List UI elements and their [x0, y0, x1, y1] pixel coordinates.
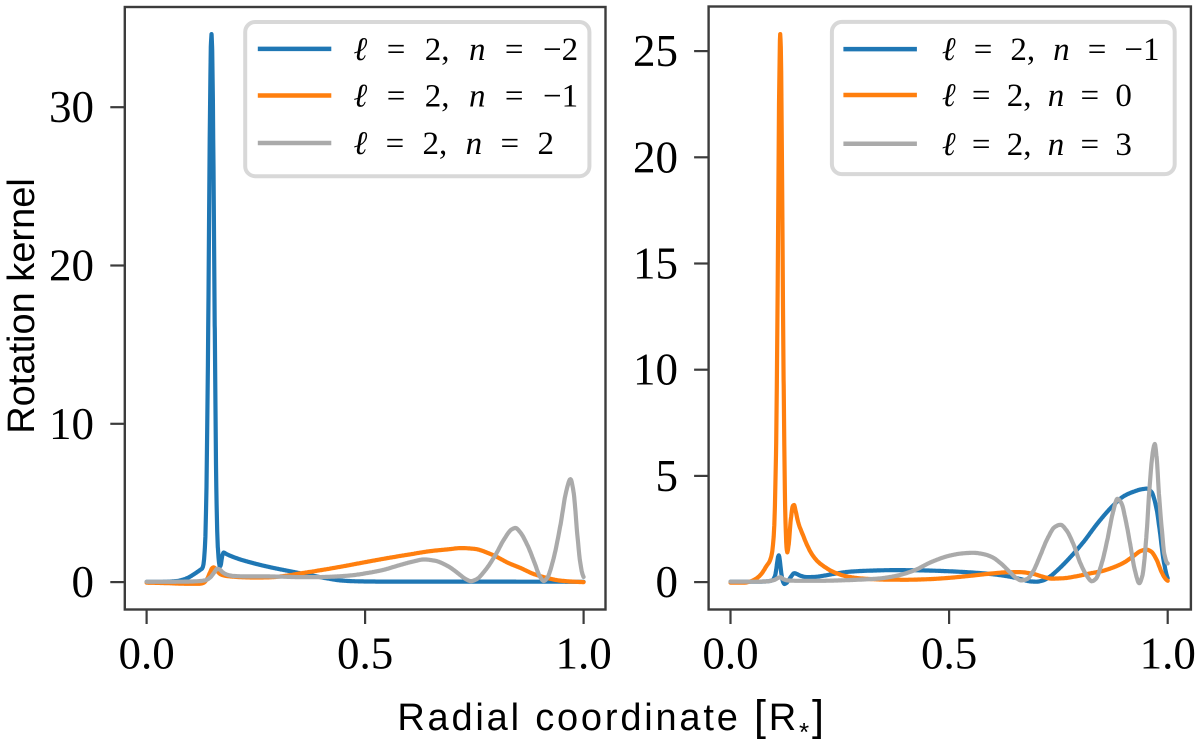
svg-text:10: 10	[633, 345, 678, 395]
svg-text:ℓ = 2, n = −2: ℓ = 2, n = −2	[354, 32, 579, 68]
svg-text:ℓ = 2, n = 3: ℓ = 2, n = 3	[942, 127, 1132, 163]
svg-text:0.0: 0.0	[702, 629, 758, 679]
svg-text:ℓ = 2, n = −1: ℓ = 2, n = −1	[942, 32, 1160, 68]
svg-text:0: 0	[72, 557, 95, 607]
svg-text:0.5: 0.5	[921, 629, 977, 679]
svg-text:0.5: 0.5	[337, 629, 393, 679]
svg-text:ℓ = 2, n = 2: ℓ = 2, n = 2	[354, 126, 554, 162]
svg-text:Radial coordinate [R*]: Radial coordinate [R*]	[397, 692, 826, 747]
svg-text:ℓ = 2, n = −1: ℓ = 2, n = −1	[354, 79, 579, 115]
svg-text:ℓ = 2, n = 0: ℓ = 2, n = 0	[942, 78, 1132, 114]
svg-text:25: 25	[633, 26, 678, 76]
svg-text:0: 0	[656, 557, 679, 607]
svg-text:1.0: 1.0	[555, 629, 611, 679]
svg-text:0.0: 0.0	[118, 629, 174, 679]
svg-text:5: 5	[656, 451, 679, 501]
svg-text:10: 10	[49, 399, 94, 449]
svg-text:20: 20	[49, 241, 94, 291]
svg-text:30: 30	[49, 82, 94, 132]
svg-text:20: 20	[633, 132, 678, 182]
svg-text:1.0: 1.0	[1140, 629, 1196, 679]
svg-text:Rotation kernel: Rotation kernel	[1, 178, 43, 434]
svg-text:15: 15	[633, 239, 678, 289]
